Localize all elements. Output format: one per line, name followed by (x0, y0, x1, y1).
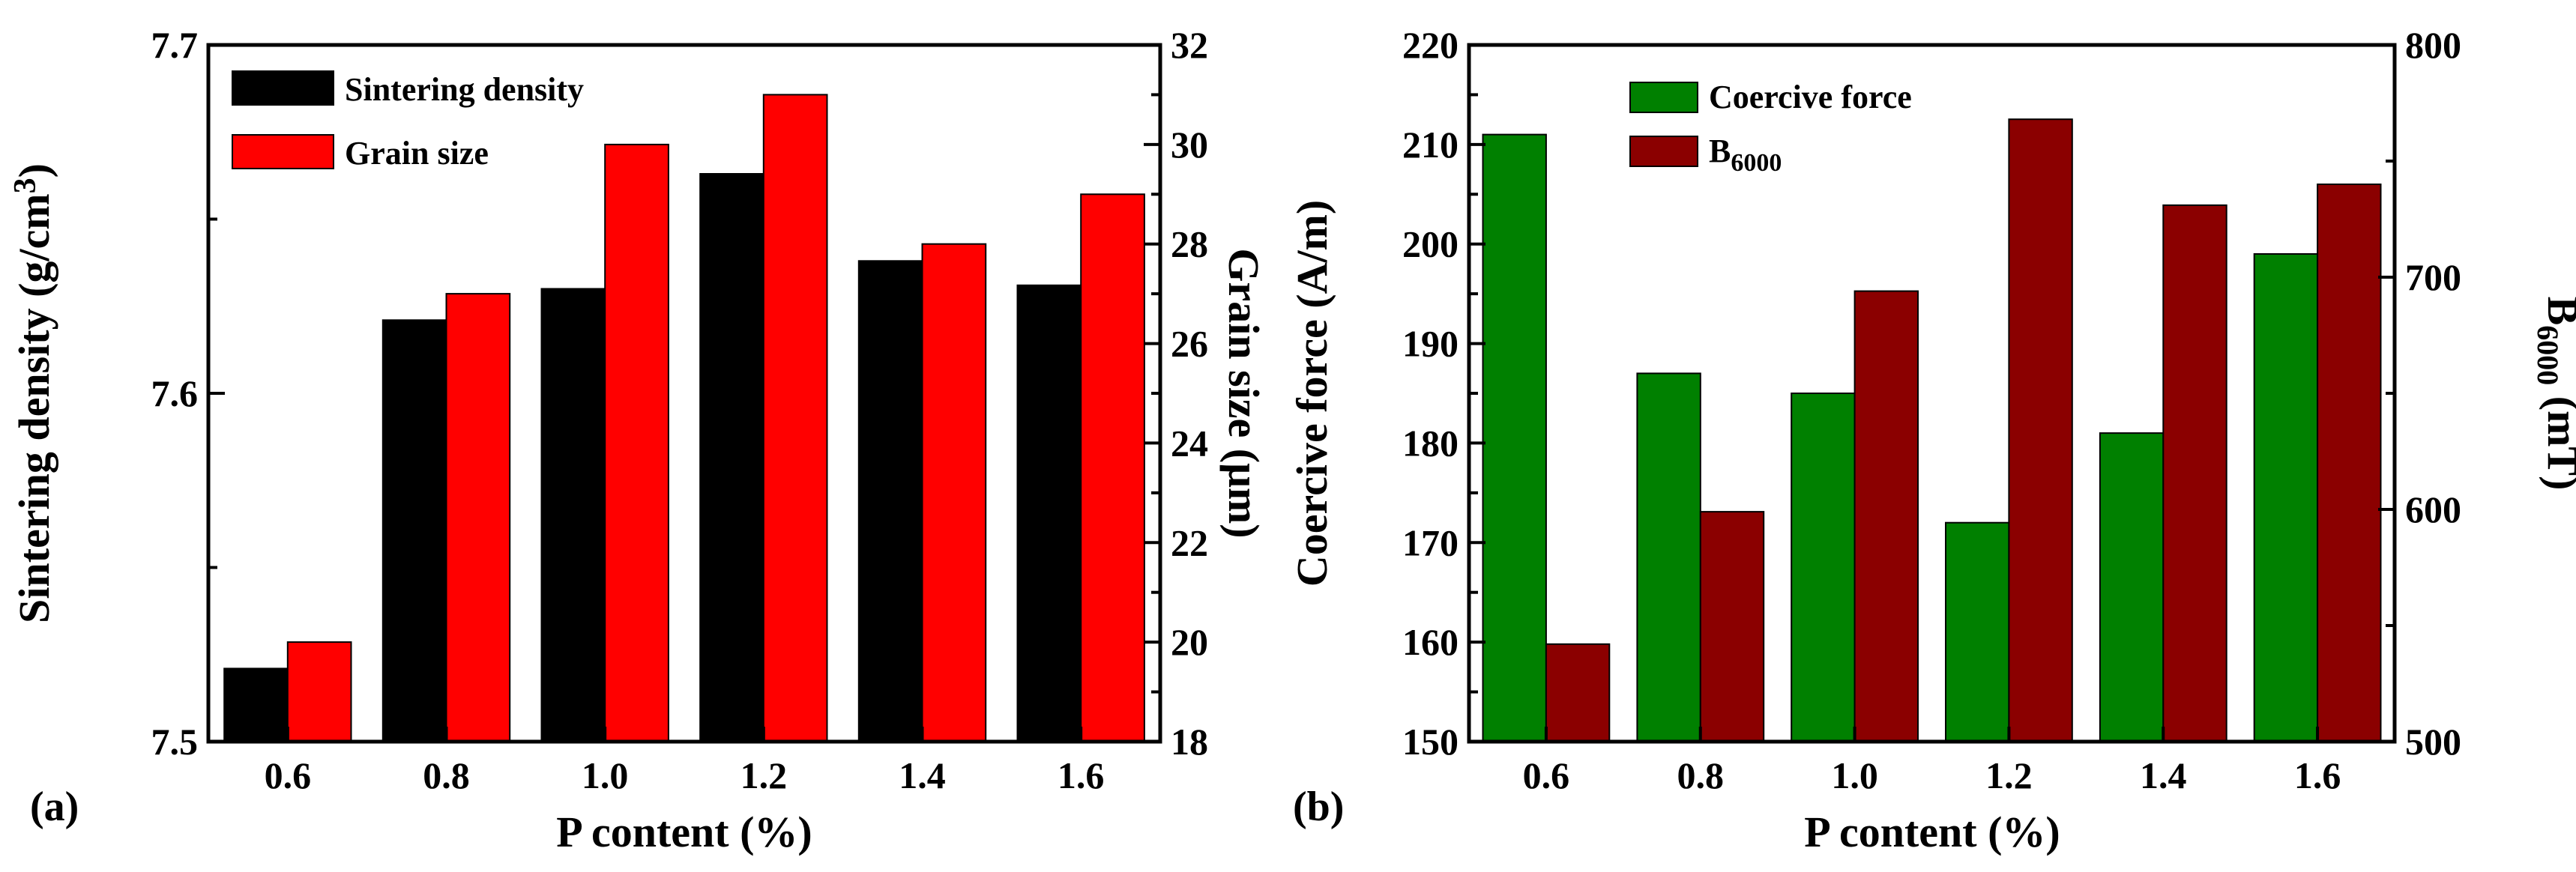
panel-b-label: (b) (1293, 784, 1344, 830)
panel-b-y-axis-title: Coercive force (A/m) (1288, 200, 1336, 587)
bar-coercive-force-0.8 (1636, 372, 1701, 742)
left-tick-label: 170 (1402, 521, 1459, 563)
x-tick-label: 0.6 (265, 754, 312, 796)
panel-a-legend: Sintering density Grain size (232, 70, 584, 172)
bar-coercive-force-1.4 (2099, 432, 2165, 742)
legend-label-grain-size: Grain size (345, 135, 489, 172)
left-tick-label: 160 (1402, 621, 1459, 663)
bar-b6000-1.6 (2317, 184, 2382, 742)
left-tick-label: 210 (1402, 124, 1459, 166)
x-tick-label: 1.2 (1985, 754, 2033, 796)
right-tick-label: 500 (2405, 721, 2461, 763)
x-tick-label: 1.0 (1831, 754, 1878, 796)
panel-a-label: (a) (30, 784, 79, 830)
right-tick-label: 20 (1171, 621, 1208, 663)
panel-a-ticks: 7.5 7.6 7.7 18 20 22 24 26 28 30 32 0.6 0.8 1.0 1.2 1.4… (151, 24, 1209, 796)
bar-grain-size-1.2 (762, 94, 828, 742)
right-tick-label: 28 (1171, 223, 1208, 265)
panel-b-y2-axis-title: B6000 (mT) (2531, 297, 2576, 491)
x-tick-label: 0.8 (1677, 754, 1725, 796)
legend-label-coercive-force: Coercive force (1709, 79, 1912, 115)
bar-grain-size-0.8 (445, 293, 511, 743)
legend-label-sintering-density: Sintering density (345, 71, 584, 108)
bar-grain-size-1.0 (604, 143, 669, 742)
bar-coercive-force-1.2 (1945, 521, 2010, 742)
left-tick-label: 190 (1402, 323, 1459, 365)
bar-b6000-0.6 (1545, 643, 1611, 742)
bar-coercive-force-0.6 (1482, 133, 1547, 743)
panel-b-ticks: 150 160 170 180 190 200 210 220 500 600 700 800 0.6 0… (1402, 24, 2461, 796)
panel-a-y2-axis-title: Grain size (μm) (1219, 248, 1268, 538)
x-tick-label: 1.4 (2140, 754, 2187, 796)
bar-grain-size-1.6 (1080, 193, 1145, 742)
panel-b-x-axis-title: P content (%) (1804, 808, 2060, 856)
right-tick-label: 800 (2405, 24, 2461, 66)
legend-swatch-sintering-density (232, 70, 334, 106)
left-tick-label: 220 (1402, 24, 1459, 66)
right-tick-label: 18 (1171, 721, 1208, 763)
right-tick-label: 26 (1171, 323, 1208, 365)
x-tick-label: 0.8 (423, 754, 470, 796)
panel-a-x-axis-title: P content (%) (556, 808, 812, 856)
panel-b-legend: Coercive force B6000 (1629, 79, 1912, 177)
bar-b6000-1.4 (2162, 204, 2227, 742)
right-tick-label: 24 (1171, 422, 1208, 464)
bar-sintering-density-1.2 (699, 173, 764, 742)
bar-b6000-0.8 (1699, 511, 1765, 742)
legend-swatch-b6000 (1629, 136, 1698, 167)
left-tick-label: 200 (1402, 223, 1459, 265)
left-tick-label: 7.7 (151, 24, 199, 66)
panel-b-bars (1482, 118, 2382, 743)
x-tick-label: 1.0 (582, 754, 629, 796)
right-tick-label: 32 (1171, 24, 1208, 66)
panel-a-bars (223, 94, 1145, 743)
legend-swatch-grain-size (232, 134, 334, 169)
bar-sintering-density-1.0 (540, 288, 606, 742)
right-tick-label: 700 (2405, 256, 2461, 298)
legend-swatch-coercive-force (1629, 82, 1698, 113)
panel-a: 7.5 7.6 7.7 18 20 22 24 26 28 30 32 0.6 0.8 1.0 1.2 1.4… (8, 24, 1268, 856)
left-tick-label: 180 (1402, 422, 1459, 464)
x-tick-label: 1.4 (899, 754, 946, 796)
x-tick-label: 0.6 (1523, 754, 1570, 796)
left-tick-label: 7.5 (151, 721, 199, 763)
left-tick-label: 150 (1402, 721, 1459, 763)
x-tick-label: 1.6 (1058, 754, 1105, 796)
bar-coercive-force-1.6 (2253, 253, 2319, 742)
bar-grain-size-0.6 (286, 641, 352, 742)
bar-sintering-density-1.6 (1016, 284, 1082, 742)
bar-sintering-density-1.4 (857, 260, 923, 742)
panel-b: 150 160 170 180 190 200 210 220 500 600 700 800 0.6 0… (1288, 24, 2576, 856)
right-tick-label: 30 (1171, 124, 1208, 166)
bar-sintering-density-0.8 (381, 319, 447, 742)
bar-b6000-1.2 (2008, 118, 2073, 742)
left-tick-label: 7.6 (151, 372, 199, 414)
x-tick-label: 1.6 (2294, 754, 2341, 796)
bar-sintering-density-0.6 (223, 667, 289, 743)
bar-b6000-1.0 (1853, 290, 1919, 743)
legend-label-b6000: B6000 (1709, 133, 1782, 177)
right-tick-label: 22 (1171, 521, 1208, 563)
panel-a-y-axis-title: Sintering density (g/cm3) (8, 163, 58, 623)
bar-grain-size-1.4 (921, 243, 987, 742)
bar-coercive-force-1.0 (1791, 393, 1856, 742)
x-tick-label: 1.2 (740, 754, 788, 796)
right-tick-label: 600 (2405, 488, 2461, 530)
